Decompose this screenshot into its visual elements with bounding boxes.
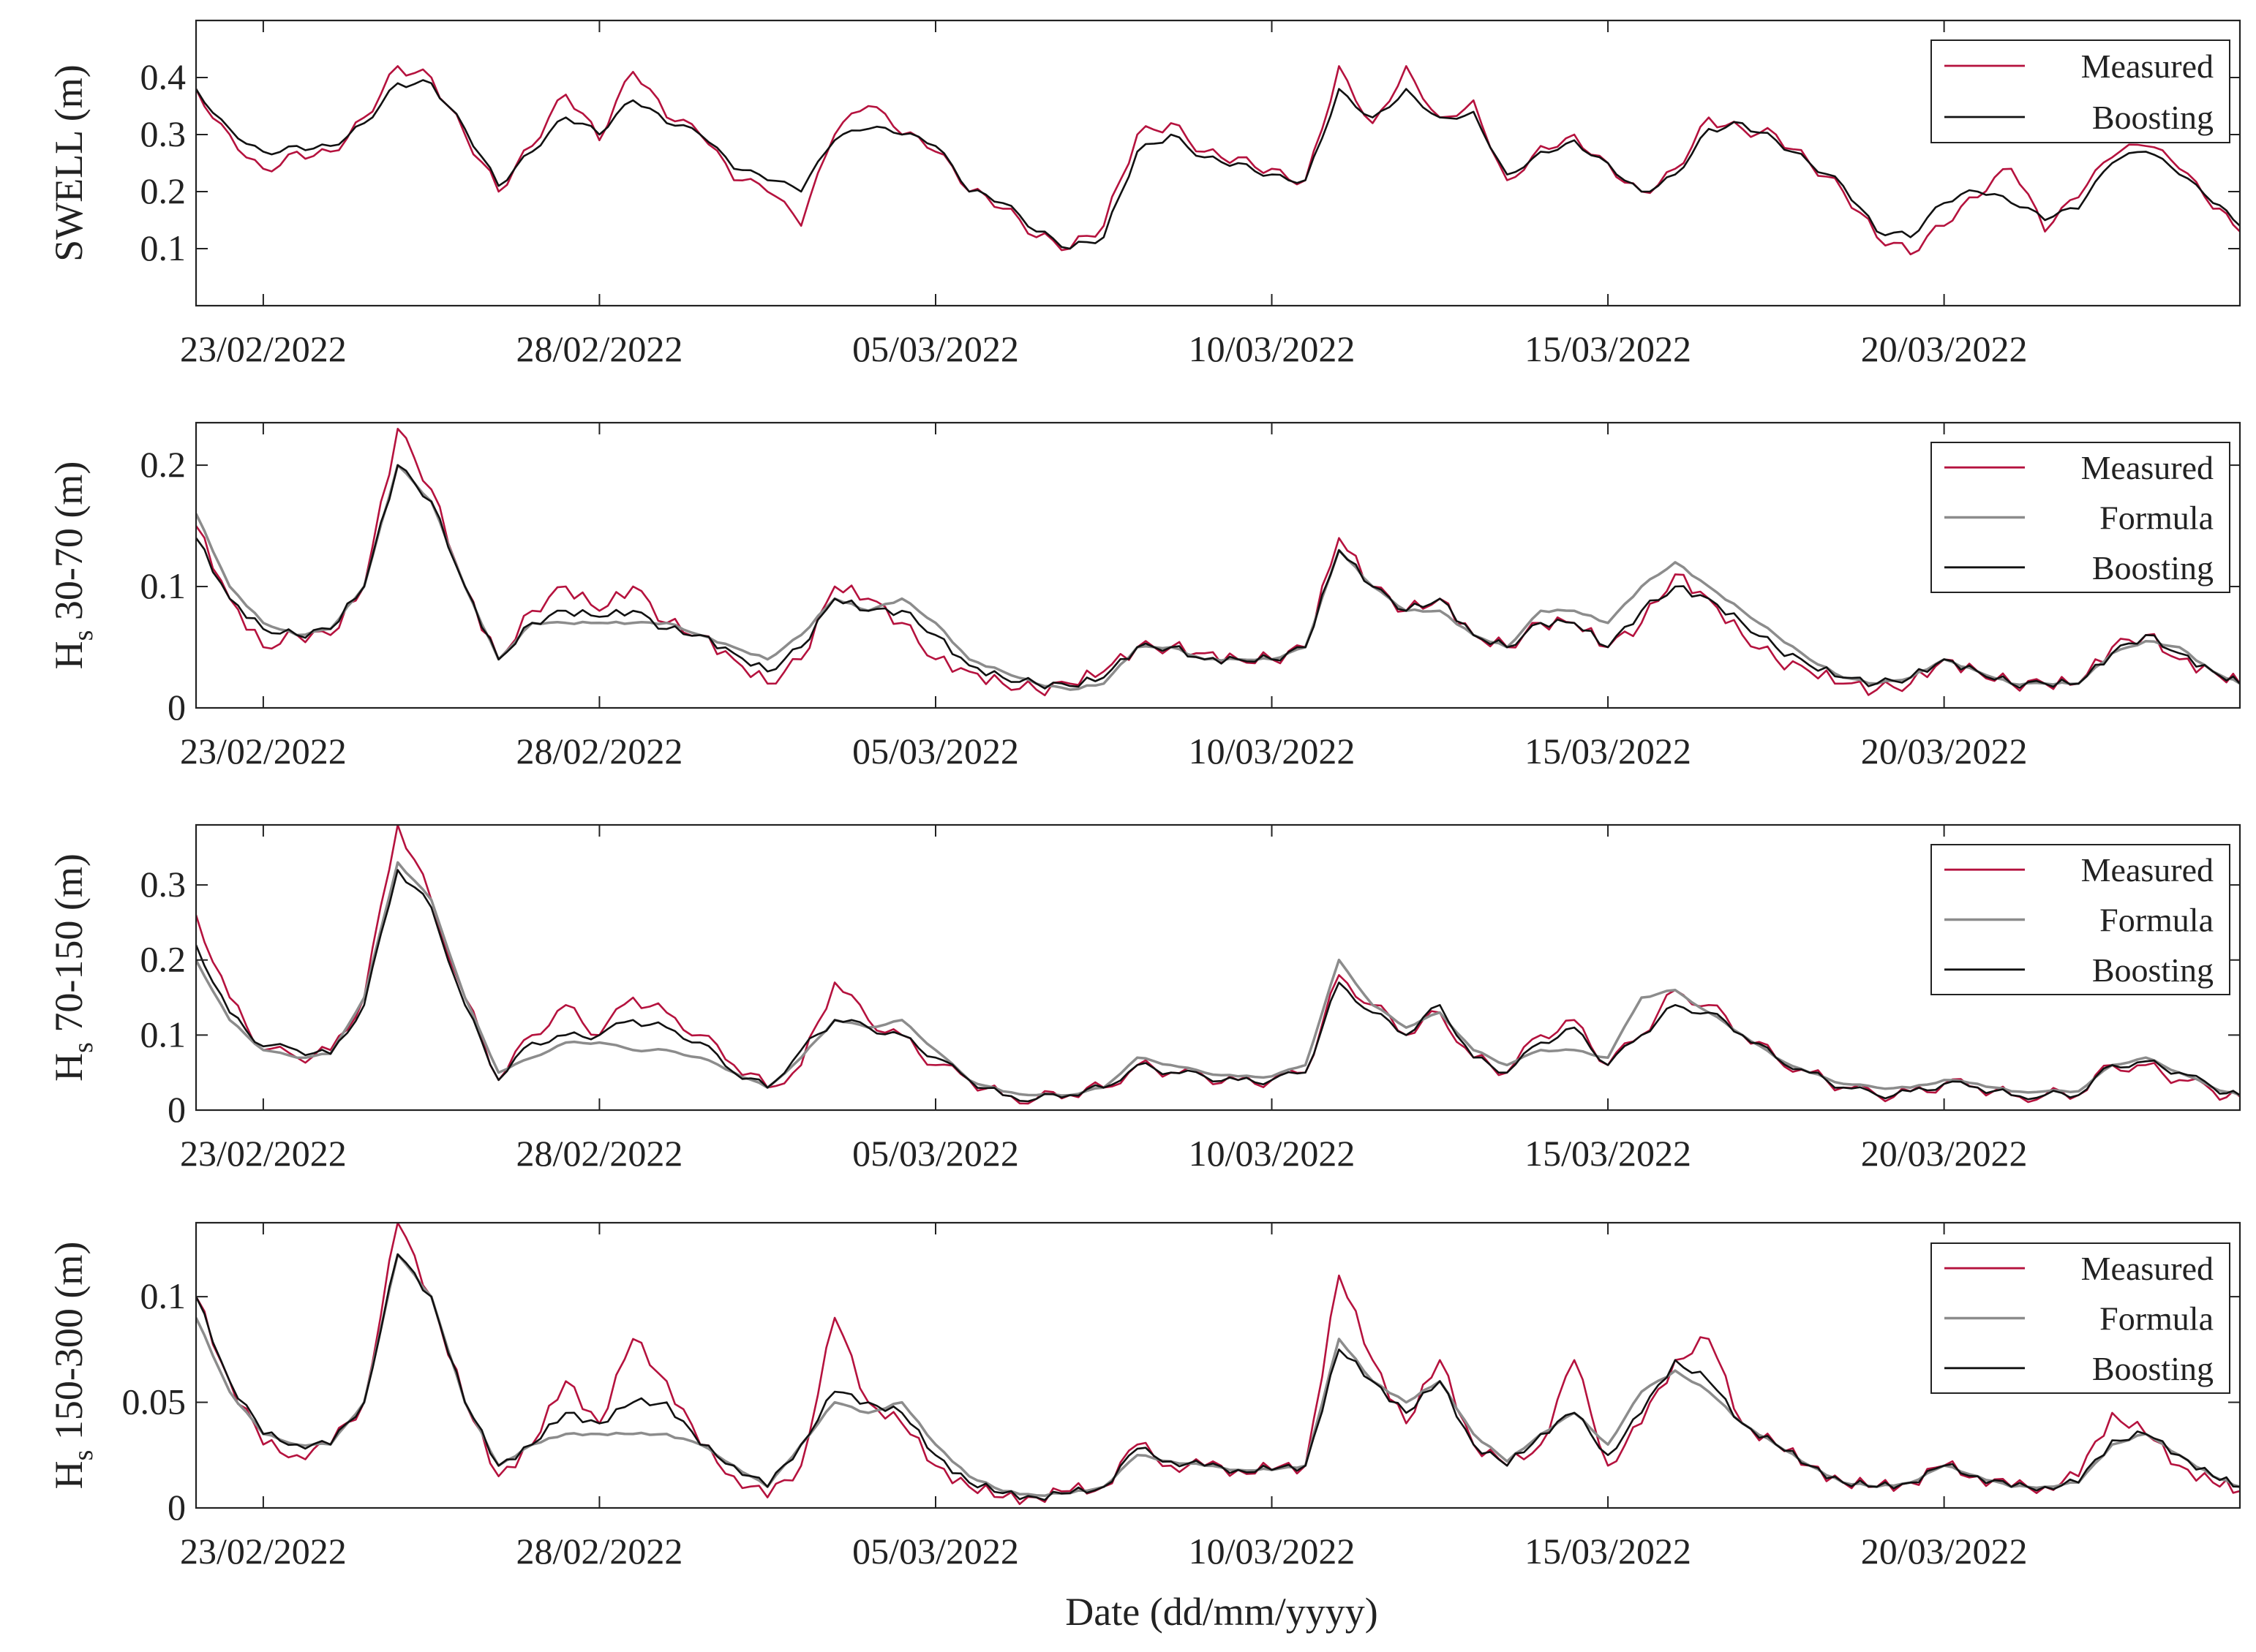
y-tick-label: 0.1	[140, 227, 187, 268]
x-tick-label: 10/03/2022	[1189, 731, 1356, 772]
series-line-boosting	[196, 1253, 2240, 1501]
series-line-formula	[196, 861, 2240, 1097]
series-group	[196, 65, 2240, 256]
legend-label-measured: Measured	[2081, 851, 2214, 889]
y-tick-label: 0.3	[140, 864, 187, 905]
series-line-boosting	[196, 869, 2240, 1103]
series-line-boosting	[196, 79, 2240, 250]
plot-frame	[195, 823, 2241, 1112]
y-axis-label: Hs 30-70 (m)	[47, 461, 99, 670]
panel-swell: 0.1 0.2 0.3 0.4 23/02/2022 28/02/2022 05/03/20…	[47, 19, 2241, 369]
x-axis-label: Date (dd/mm/yyyy)	[1065, 1590, 1377, 1634]
x-tick-label: 05/03/2022	[852, 1531, 1019, 1572]
legend-label-boosting: Boosting	[2092, 99, 2214, 136]
x-tick-label: 15/03/2022	[1524, 1133, 1691, 1174]
x-tick-label: 23/02/2022	[180, 1531, 347, 1572]
y-tick-label: 0.3	[140, 113, 187, 154]
legend-label-boosting: Boosting	[2092, 1350, 2214, 1387]
legend: Measured Formula Boosting	[1930, 442, 2230, 593]
y-tick-label: 0.2	[140, 939, 187, 980]
plot-frame	[195, 19, 2241, 307]
y-tick-label: 0	[168, 1487, 186, 1528]
panel-hs-30-70: 0 0.1 0.2 23/02/2022 28/02/2022 05/03/2022 10/…	[47, 421, 2241, 772]
series-line-boosting	[196, 464, 2240, 690]
x-tick-label: 20/03/2022	[1861, 1531, 2028, 1572]
x-tick-label: 20/03/2022	[1861, 328, 2028, 369]
series-group	[196, 428, 2240, 697]
legend-label-measured: Measured	[2081, 48, 2214, 85]
x-tick-label: 28/02/2022	[516, 731, 683, 772]
legend: Measured Formula Boosting	[1930, 844, 2230, 995]
series-group	[196, 1223, 2240, 1505]
y-tick-label: 0.1	[140, 1275, 187, 1316]
series-line-measured	[196, 825, 2240, 1105]
y-tick-label: 0.2	[140, 170, 187, 211]
series-line-measured	[196, 65, 2240, 256]
legend-label-measured: Measured	[2081, 449, 2214, 486]
y-tick-label: 0	[168, 687, 186, 728]
x-tick-label: 23/02/2022	[180, 731, 347, 772]
x-tick-label: 10/03/2022	[1189, 1133, 1356, 1174]
x-tick-label: 05/03/2022	[852, 731, 1019, 772]
legend-label-formula: Formula	[2099, 1300, 2214, 1338]
panel-hs-150-300: 0 0.05 0.1 23/02/2022 28/02/2022 05/03/2022 10…	[47, 1221, 2241, 1572]
x-tick-label: 15/03/2022	[1524, 328, 1691, 369]
legend-box	[1930, 39, 2230, 143]
x-tick-label: 23/02/2022	[180, 328, 347, 369]
x-tick-label: 05/03/2022	[852, 328, 1019, 369]
y-tick-label: 0.1	[140, 565, 187, 606]
y-tick-label: 0	[168, 1089, 186, 1130]
legend-label-measured: Measured	[2081, 1250, 2214, 1287]
plot-frame	[195, 1221, 2241, 1509]
legend-label-boosting: Boosting	[2092, 549, 2214, 587]
legend-label-formula: Formula	[2099, 499, 2214, 537]
x-tick-label: 05/03/2022	[852, 1133, 1019, 1174]
y-tick-label: 0.4	[140, 56, 187, 97]
x-tick-label: 23/02/2022	[180, 1133, 347, 1174]
legend-label-formula: Formula	[2099, 902, 2214, 939]
x-tick-label: 20/03/2022	[1861, 1133, 2028, 1174]
legend-label-boosting: Boosting	[2092, 951, 2214, 989]
y-axis-label: Hs 150-300 (m)	[47, 1242, 99, 1490]
legend: Measured Boosting	[1930, 39, 2230, 143]
series-group	[196, 825, 2240, 1105]
x-tick-label: 28/02/2022	[516, 328, 683, 369]
panel-hs-70-150: 0 0.1 0.2 0.3 23/02/2022 28/02/2022 05/03/2022…	[47, 823, 2241, 1174]
x-tick-label: 28/02/2022	[516, 1133, 683, 1174]
x-tick-label: 15/03/2022	[1524, 1531, 1691, 1572]
y-tick-label: 0.05	[122, 1381, 187, 1422]
y-tick-label: 0.1	[140, 1014, 187, 1055]
legend: Measured Formula Boosting	[1930, 1242, 2230, 1394]
x-tick-label: 15/03/2022	[1524, 731, 1691, 772]
x-tick-label: 20/03/2022	[1861, 731, 2028, 772]
y-axis-label: Hs 70-150 (m)	[47, 853, 99, 1082]
x-tick-label: 10/03/2022	[1189, 328, 1356, 369]
y-tick-label: 0.2	[140, 444, 187, 485]
x-tick-label: 28/02/2022	[516, 1531, 683, 1572]
plot-frame	[195, 421, 2241, 709]
x-tick-label: 10/03/2022	[1189, 1531, 1356, 1572]
y-axis-label: SWELL (m)	[47, 64, 91, 261]
